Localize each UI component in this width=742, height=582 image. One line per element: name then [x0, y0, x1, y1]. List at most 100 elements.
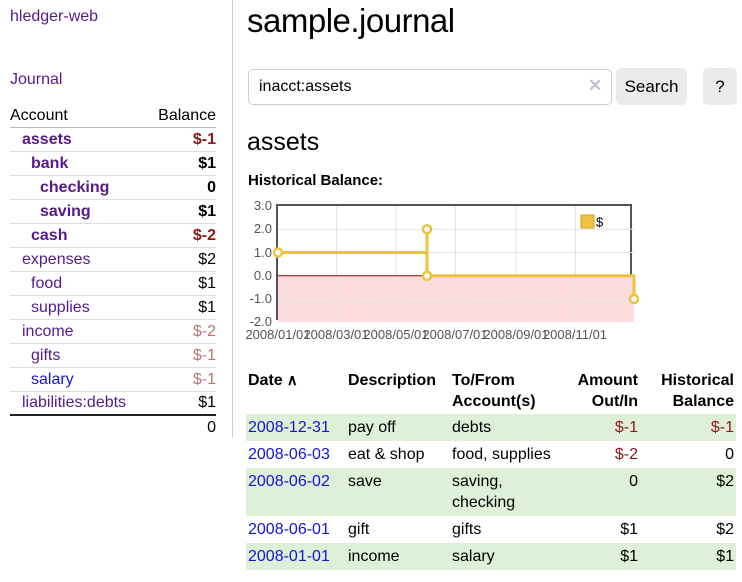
account-balance: $1	[198, 394, 216, 411]
account-row-assets: assets $-1	[10, 128, 216, 152]
transaction-amount: $-2	[614, 446, 638, 463]
transaction-date-link[interactable]: 2008-12-31	[248, 419, 330, 436]
transaction-amount: 0	[629, 473, 638, 490]
account-row-salary: salary $-1	[10, 368, 216, 392]
account-balance: $1	[198, 274, 216, 292]
transaction-accounts: debts	[452, 419, 492, 436]
accounts-header-account: Account	[10, 106, 68, 124]
help-button[interactable]: ?	[703, 68, 737, 105]
transaction-date-link[interactable]: 2008-06-01	[248, 521, 330, 538]
header-amount: Amount Out/In	[577, 372, 638, 410]
account-balance: $-2	[192, 226, 216, 244]
account-row-liabilities-debts: liabilities:debts $1	[10, 392, 216, 416]
register-row: 2008-06-01 gift gifts $1 $2	[246, 516, 736, 543]
register-table: Date ∧ Description To/From Account(s) Amo…	[246, 366, 736, 570]
transaction-description: eat & shop	[348, 446, 425, 463]
account-balance: $2	[198, 250, 216, 268]
transaction-date-link[interactable]: 2008-06-03	[248, 446, 330, 463]
accounts-total-row: 0	[10, 416, 216, 440]
accounts-header: Account Balance	[10, 104, 216, 128]
account-row-gifts: gifts $-1	[10, 344, 216, 368]
legend-label: $	[596, 215, 604, 230]
gridlines	[278, 206, 634, 322]
register-row: 2008-01-01 income salary $1 $1	[246, 543, 736, 570]
chart-legend: $	[580, 214, 604, 230]
account-link-food[interactable]: food	[31, 274, 63, 292]
transaction-accounts: salary	[452, 548, 495, 565]
transaction-balance: $2	[716, 473, 734, 490]
transaction-amount: $-1	[614, 419, 638, 436]
data-point-markers	[272, 224, 640, 305]
register-row: 2008-12-31 pay off debts $-1 $-1	[246, 414, 736, 441]
account-link-checking[interactable]: checking	[40, 178, 110, 196]
header-date-label: Date	[248, 372, 283, 389]
account-row-food: food $1	[10, 272, 216, 296]
account-row-saving: saving $1	[10, 200, 216, 224]
header-accounts: To/From Account(s)	[452, 372, 536, 410]
y-tick-label: 3.0	[253, 198, 272, 213]
legend-swatch	[580, 214, 595, 229]
search-input[interactable]	[248, 69, 612, 105]
account-link-salary[interactable]: salary	[31, 370, 74, 388]
account-balance: $-1	[192, 346, 216, 364]
account-link-cash[interactable]: cash	[31, 226, 68, 244]
x-tick-label: 2008/09/01	[483, 327, 549, 342]
account-link-assets[interactable]: assets	[22, 130, 72, 148]
transaction-amount: $1	[620, 548, 638, 565]
account-link-bank[interactable]: bank	[31, 154, 69, 172]
sidebar-divider	[232, 0, 233, 438]
sort-asc-icon: ∧	[286, 372, 298, 389]
chart-heading: Historical Balance:	[248, 172, 384, 189]
account-row-supplies: supplies $1	[10, 296, 216, 320]
account-balance: $1	[198, 298, 216, 316]
transaction-accounts: gifts	[452, 521, 482, 538]
account-link-liabilities-debts[interactable]: liabilities:debts	[22, 394, 127, 411]
account-row-checking: checking 0	[10, 176, 216, 200]
y-tick-label: 0.0	[253, 268, 272, 283]
y-tick-label: -1.0	[249, 291, 272, 306]
transaction-accounts: saving, checking	[452, 473, 516, 511]
y-tick-label: -2.0	[249, 314, 272, 329]
transaction-description: gift	[348, 521, 370, 538]
account-link-saving[interactable]: saving	[40, 202, 91, 220]
account-link-supplies[interactable]: supplies	[31, 298, 90, 316]
register-header-row: Date ∧ Description To/From Account(s) Amo…	[246, 366, 736, 414]
transaction-balance: $1	[716, 548, 734, 565]
transaction-date-link[interactable]: 2008-06-02	[248, 473, 330, 490]
accounts-total-value: 0	[207, 419, 216, 436]
account-balance: 0	[207, 178, 216, 196]
account-balance: $1	[198, 202, 216, 220]
accounts-header-balance: Balance	[158, 106, 216, 124]
x-tick-label: 2008/05/01	[363, 327, 429, 342]
transaction-description: pay off	[348, 419, 396, 436]
accounts-sidebar: Account Balance assets $-1 bank $1 check…	[10, 104, 216, 440]
search-button[interactable]: Search	[616, 68, 687, 105]
account-balance: $-1	[192, 370, 216, 388]
x-tick-label: 2008/11/01	[542, 327, 608, 342]
header-date[interactable]: Date ∧	[246, 366, 346, 414]
balance-series-line	[278, 227, 636, 299]
x-tick-label: 2008/07/01	[422, 327, 488, 342]
x-tick-label: 2008/03/01	[303, 327, 369, 342]
register-row: 2008-06-02 save saving, checking 0 $2	[246, 468, 736, 516]
account-row-cash: cash $-2	[10, 224, 216, 248]
y-tick-label: 1.0	[253, 245, 272, 260]
historical-balance-chart[interactable]: $	[272, 204, 640, 322]
account-balance: $-1	[192, 130, 216, 148]
account-link-expenses[interactable]: expenses	[22, 250, 91, 268]
brand-link[interactable]: hledger-web	[10, 8, 99, 25]
clear-search-icon[interactable]: ✕	[588, 76, 603, 95]
account-row-expenses: expenses $2	[10, 248, 216, 272]
account-link-income[interactable]: income	[22, 322, 74, 340]
page-title: sample.journal	[247, 2, 455, 39]
register-row: 2008-06-03 eat & shop food, supplies $-2…	[246, 441, 736, 468]
account-heading: assets	[247, 128, 320, 156]
transaction-date-link[interactable]: 2008-01-01	[248, 548, 330, 565]
transaction-description: save	[348, 473, 382, 490]
transaction-amount: $1	[620, 521, 638, 538]
transaction-balance: $2	[716, 521, 734, 538]
account-link-gifts[interactable]: gifts	[31, 346, 61, 364]
header-description: Description	[348, 372, 437, 389]
nav-journal-link[interactable]: Journal	[10, 71, 63, 88]
